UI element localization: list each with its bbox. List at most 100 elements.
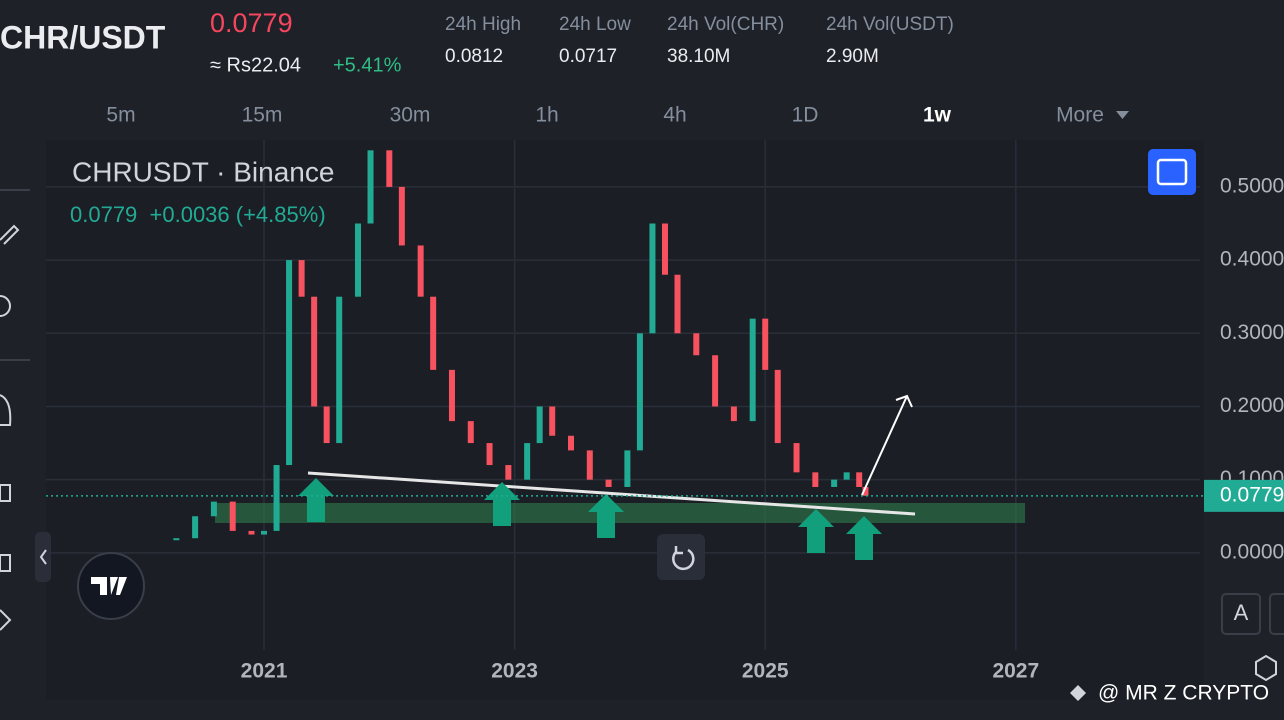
candle xyxy=(524,443,531,480)
timeframe-tab[interactable]: 30m xyxy=(390,104,431,127)
timeframe-tab[interactable]: 4h xyxy=(663,104,686,127)
candles xyxy=(173,150,869,541)
candle xyxy=(649,223,656,334)
watermark: @ MR Z CRYPTO xyxy=(1098,682,1269,705)
fullscreen-button[interactable] xyxy=(1148,149,1196,195)
last-price-box xyxy=(1204,479,1284,512)
tool-icon[interactable] xyxy=(0,295,11,317)
timeframe-tab[interactable]: 1D xyxy=(792,104,819,127)
support-arrows xyxy=(298,478,882,560)
candle xyxy=(843,472,850,480)
stat-label: 24h Vol(CHR) xyxy=(667,14,784,35)
tool-icon[interactable] xyxy=(0,394,12,426)
last-price-label: 0.0779 xyxy=(1220,483,1284,506)
candle xyxy=(467,421,474,444)
fullscreen-icon xyxy=(1156,158,1188,186)
candle xyxy=(624,450,631,487)
candle xyxy=(856,472,863,487)
candle xyxy=(774,369,781,444)
arrow xyxy=(484,482,520,526)
stat-value: 0.0812 xyxy=(445,46,503,67)
tool-icon[interactable] xyxy=(0,224,20,245)
candle xyxy=(730,406,737,422)
pair: CHR/USDT xyxy=(0,19,166,55)
chart-area xyxy=(46,140,1204,700)
candle xyxy=(862,486,869,496)
candle xyxy=(448,369,455,422)
arrow xyxy=(588,494,624,538)
y-tick-label: 0.0000 xyxy=(1220,540,1284,563)
candle xyxy=(749,318,756,422)
timeframe-tabs: 5m 15m 30m 1h 4h 1D 1w More xyxy=(106,104,1129,127)
timeframe-tab[interactable]: 5m xyxy=(106,104,135,127)
tool-icon[interactable] xyxy=(0,484,11,502)
y-tick-label: 0.3000 xyxy=(1220,321,1284,344)
timeframe-tab[interactable]: 1w xyxy=(923,104,952,127)
projection-arrow xyxy=(861,394,913,496)
arrow xyxy=(798,509,834,553)
settings-icon[interactable] xyxy=(1255,654,1277,682)
collapse-icon xyxy=(39,549,47,565)
log-scale-button[interactable] xyxy=(1269,593,1284,635)
stat-label: 24h Low xyxy=(559,14,631,35)
chart-title: CHRUSDT · Binance xyxy=(72,156,334,187)
candle xyxy=(273,465,280,531)
timeframe-tab[interactable]: 15m xyxy=(242,104,283,127)
candle xyxy=(417,245,424,297)
collapse-button[interactable] xyxy=(35,532,51,582)
auto-scale-button[interactable] xyxy=(1221,593,1261,635)
candle xyxy=(210,501,217,517)
fiat-price: ≈ Rs22.04 xyxy=(210,54,301,76)
x-tick-label: 2025 xyxy=(742,660,789,683)
watermark-logo xyxy=(1070,685,1086,701)
candle xyxy=(229,501,236,531)
grid xyxy=(46,140,1200,650)
candle xyxy=(398,186,405,246)
candle xyxy=(712,355,719,407)
candle xyxy=(311,296,318,407)
candle xyxy=(661,223,668,275)
y-tick-label: 0.2000 xyxy=(1220,394,1284,417)
candle xyxy=(812,472,819,487)
timeframe-tab[interactable]: More xyxy=(1056,104,1104,127)
stat-label: 24h Vol(USDT) xyxy=(826,14,954,35)
candle xyxy=(568,435,575,451)
candle xyxy=(505,465,512,480)
candle xyxy=(173,538,180,541)
arrow xyxy=(298,478,334,522)
candle xyxy=(693,333,700,356)
candle xyxy=(430,296,437,370)
trend-line xyxy=(307,471,916,516)
stats: 24h High 0.0812 24h Low 0.0717 24h Vol(CHR) 3… xyxy=(445,14,954,67)
candle xyxy=(192,516,199,539)
candle xyxy=(536,406,543,444)
candle xyxy=(636,333,643,451)
y-tick-label: 0.5000 xyxy=(1220,174,1284,197)
auto-scale-label: A xyxy=(1234,600,1249,625)
candle xyxy=(323,406,330,444)
candle xyxy=(586,450,593,480)
candle xyxy=(261,530,268,535)
dropdown-caret xyxy=(1116,111,1129,119)
timeframe-tab[interactable]: 1h xyxy=(535,104,558,127)
x-tick-label: 2023 xyxy=(491,660,538,683)
stat-value: 2.90M xyxy=(826,46,879,67)
candle xyxy=(549,406,556,436)
x-tick-label: 2027 xyxy=(992,660,1039,683)
reset-button[interactable] xyxy=(657,534,705,580)
candle xyxy=(336,296,343,444)
candle xyxy=(248,530,255,535)
stat-value: 38.10M xyxy=(667,46,730,67)
candle xyxy=(831,479,838,487)
candle xyxy=(793,443,800,473)
candle xyxy=(298,260,305,297)
candle xyxy=(674,274,681,334)
chart-subtitle: 0.0779 +0.0036 (+4.85%) xyxy=(70,202,326,227)
tool-icon[interactable] xyxy=(0,554,11,572)
tool-icon[interactable] xyxy=(0,609,12,631)
arrow xyxy=(846,516,882,560)
left-toolbar xyxy=(0,189,30,631)
x-tick-label: 2021 xyxy=(241,660,288,683)
candle xyxy=(605,479,612,487)
